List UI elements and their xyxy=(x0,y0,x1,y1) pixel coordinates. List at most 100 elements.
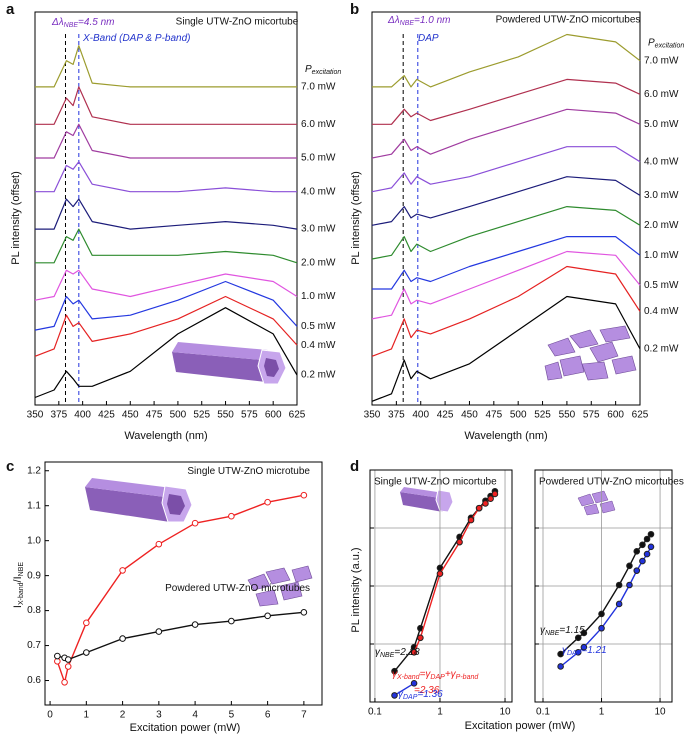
series-label: 0.2 mW xyxy=(644,343,679,354)
text-part: Δλ xyxy=(51,17,64,28)
x-tick-label: 0.1 xyxy=(536,707,550,718)
data-point xyxy=(410,680,418,687)
x-tick-label: 350 xyxy=(27,410,44,421)
annotation: =2.36 xyxy=(414,685,440,696)
x-tick-label: 400 xyxy=(412,410,429,421)
text-part: =1.0 nm xyxy=(414,15,450,26)
x-tick-label: 2 xyxy=(120,710,126,721)
x-tick-label: 3 xyxy=(156,710,162,721)
series-label: 7.0 mW xyxy=(644,55,679,66)
data-point xyxy=(391,692,398,699)
legend-title: Pexcitation xyxy=(648,37,684,49)
series-line xyxy=(371,265,641,357)
series-label: 1.0 mW xyxy=(644,250,679,261)
legend-title: Pexcitation xyxy=(305,63,341,75)
annotation: X-Band (DAP & P-band) xyxy=(82,33,190,44)
panel-title: Powdered UTW-ZnO micortubes xyxy=(539,477,684,488)
data-point xyxy=(615,581,623,589)
series-line xyxy=(35,228,298,264)
y-tick-label: 0.6 xyxy=(27,675,41,686)
series-label: 3.0 mW xyxy=(644,190,679,201)
x-tick-label: 625 xyxy=(632,410,649,421)
series-line xyxy=(34,269,298,301)
series-line xyxy=(35,161,297,193)
subscript: X-band xyxy=(18,582,25,605)
data-point xyxy=(64,663,72,670)
panel-title: Single UTW-ZnO micortube xyxy=(176,17,299,28)
text-part: =1.21 xyxy=(581,645,606,656)
data-point xyxy=(598,610,605,618)
annotation: ΔλNBE=4.5 nm xyxy=(51,17,114,29)
series-label: Single UTW-ZnO microtube xyxy=(187,466,310,477)
series-label: 4.0 mW xyxy=(644,156,679,167)
subscript: NBE xyxy=(545,630,560,637)
subscript: DAP xyxy=(403,694,418,701)
series-line xyxy=(34,307,298,399)
series-line xyxy=(371,250,641,320)
series-line xyxy=(34,295,298,357)
data-point xyxy=(626,562,633,570)
text-part: γ xyxy=(392,669,398,680)
x-tick-label: 1 xyxy=(437,707,443,718)
series-line xyxy=(371,176,641,226)
x-tick-label: 500 xyxy=(170,410,187,421)
text-part: Δλ xyxy=(387,15,400,26)
series-label: 0.2 mW xyxy=(301,370,336,381)
x-tick-label: 0.1 xyxy=(368,707,382,718)
series-line xyxy=(57,611,304,661)
data-point xyxy=(228,512,235,520)
text-part: /I xyxy=(12,576,24,582)
x-tick-label: 525 xyxy=(193,410,210,421)
x-tick-label: 475 xyxy=(146,410,163,421)
series-line xyxy=(371,146,641,193)
plot-frame xyxy=(44,461,323,706)
subscript: NBE xyxy=(18,562,25,577)
subscript: X-band xyxy=(396,674,421,681)
subscript: P-band xyxy=(456,674,480,681)
series-line xyxy=(560,533,652,655)
x-tick-label: 600 xyxy=(607,410,624,421)
series-label: 5.0 mW xyxy=(644,119,679,130)
x-tick-label: 375 xyxy=(388,410,405,421)
subscript: DAP xyxy=(430,674,445,681)
data-point xyxy=(61,678,68,686)
y-tick-label: 1.2 xyxy=(27,465,41,476)
y-tick-label: 0.7 xyxy=(27,640,41,651)
series-line xyxy=(394,682,415,696)
data-point xyxy=(633,548,641,555)
data-point xyxy=(647,543,655,551)
subscript: NBE xyxy=(64,22,79,29)
annotation: γDAP=1.21 xyxy=(562,645,607,657)
data-point xyxy=(300,609,308,616)
series-label: 2.0 mW xyxy=(301,257,336,268)
x-tick-label: 10 xyxy=(654,707,666,718)
panel-label: a xyxy=(6,1,15,18)
annotation: γDAP=1.36 xyxy=(398,689,443,701)
series-line xyxy=(35,45,297,88)
data-point xyxy=(83,619,90,627)
annotation: ΔλNBE=1.0 nm xyxy=(387,15,450,27)
text-part: P xyxy=(648,37,655,48)
text-part: γ xyxy=(562,645,568,656)
text-part: X-Band (DAP & P-band) xyxy=(82,33,190,44)
x-axis-label: Excitation power (mW) xyxy=(130,722,241,734)
data-point xyxy=(598,624,605,632)
subscript: excitation xyxy=(655,43,685,50)
x-tick-label: 7 xyxy=(301,710,307,721)
series-line xyxy=(35,86,297,125)
series-line xyxy=(371,108,641,159)
series-line xyxy=(371,206,641,260)
data-point xyxy=(191,519,199,527)
data-point xyxy=(436,570,444,577)
x-axis-label: Wavelength (nm) xyxy=(124,430,207,442)
annotation: DAP xyxy=(418,33,439,44)
data-point xyxy=(639,541,646,549)
panel-title: Single UTW-ZnO micortube xyxy=(374,477,497,488)
x-tick-label: 375 xyxy=(50,410,67,421)
data-point xyxy=(643,535,651,543)
text-part: DAP xyxy=(418,33,439,44)
data-point xyxy=(54,652,61,660)
series-line xyxy=(35,123,297,159)
data-point xyxy=(487,495,494,503)
